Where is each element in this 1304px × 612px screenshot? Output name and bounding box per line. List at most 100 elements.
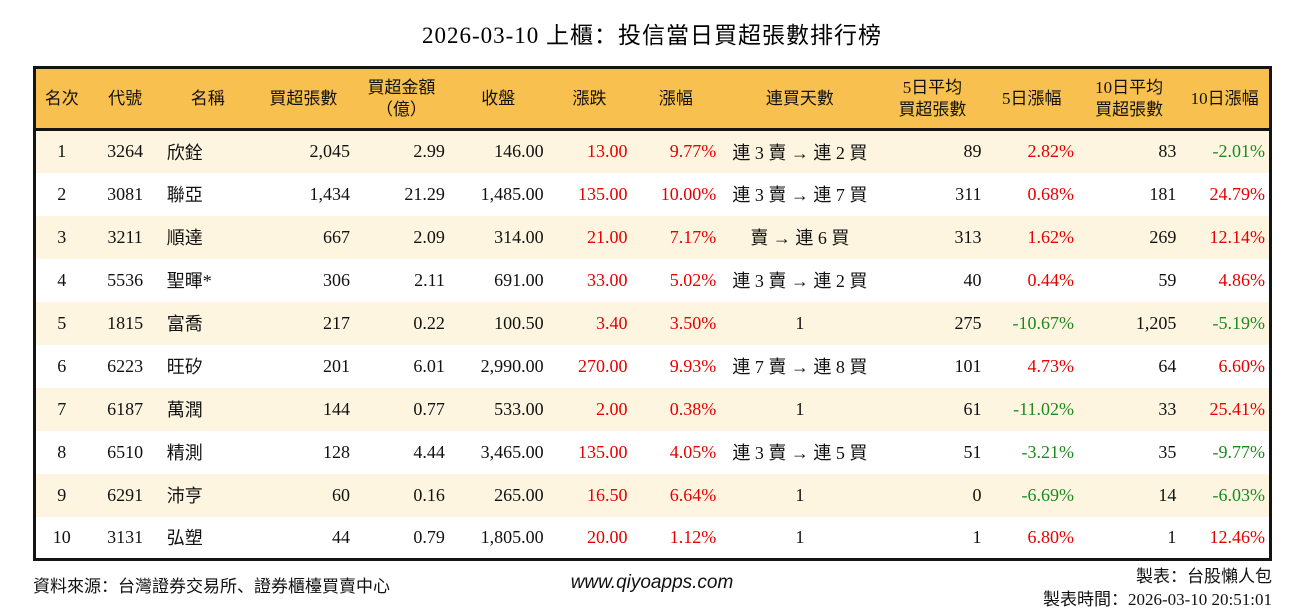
cell-pct10: 24.79% — [1209, 183, 1266, 204]
ranking-table-container: 名次 代號 名稱 買超張數 買超金額 （億） 收盤 漲跌 漲幅 連買天數 5日平均 買超張數 5日漲… — [33, 66, 1272, 561]
cell-change: 3.40 — [595, 312, 628, 333]
cell-code: 6223 — [107, 355, 144, 376]
cell-pct5: -6.69% — [1021, 484, 1074, 505]
cell-name: 富喬 — [166, 314, 203, 334]
col-header-amount: 買超金額 （億） — [353, 67, 449, 131]
cell-code: 6291 — [107, 484, 144, 505]
cell-avg10: 181 — [1149, 183, 1177, 204]
cell-avg5: 1 — [972, 526, 982, 547]
table-row: 7 6187 萬潤 144 0.77 533.00 2.00 0.38% 1 61 -11.02% 3… — [34, 387, 1271, 431]
cell-change: 270.00 — [577, 355, 628, 376]
ranking-table: 名次 代號 名稱 買超張數 買超金額 （億） 收盤 漲跌 漲幅 連買天數 5日平均 買超張數 5日漲… — [33, 66, 1272, 561]
cell-avg5: 311 — [955, 183, 982, 204]
cell-pct10: 4.86% — [1218, 269, 1266, 290]
table-header: 名次 代號 名稱 買超張數 買超金額 （億） 收盤 漲跌 漲幅 連買天數 5日平均 買超張數 5日漲… — [34, 67, 1271, 131]
col-header-change_pct: 漲幅 — [631, 67, 721, 131]
made-time-label: 製表時間：2026-03-10 20:51:01 — [1042, 589, 1272, 609]
cell-code: 5536 — [107, 269, 144, 290]
cell-pct10: 6.60% — [1218, 355, 1266, 376]
cell-change_pct: 9.77% — [669, 141, 717, 162]
cell-streak: 連 3 賣 → 連 2 買 — [732, 142, 868, 163]
cell-change_pct: 3.50% — [669, 312, 717, 333]
cell-close: 533.00 — [494, 398, 544, 419]
col-header-name: 名稱 — [162, 67, 253, 131]
cell-streak: 賣 → 連 6 買 — [750, 228, 850, 248]
col-header-avg10: 10日平均 買超張數 — [1077, 67, 1181, 131]
cell-rank: 3 — [57, 226, 67, 247]
cell-name: 順達 — [166, 228, 203, 248]
cell-avg5: 313 — [954, 226, 982, 247]
cell-amount: 4.44 — [413, 441, 445, 462]
cell-rank: 10 — [52, 526, 71, 547]
col-header-pct10: 10日漲幅 — [1180, 67, 1271, 131]
cell-pct5: 2.82% — [1027, 141, 1074, 162]
page-title: 2026-03-10 上櫃：投信當日買超張數排行榜 — [421, 23, 883, 48]
cell-name: 聯亞 — [166, 185, 203, 205]
cell-close: 265.00 — [494, 484, 544, 505]
cell-avg5: 101 — [954, 355, 982, 376]
cell-name: 旺矽 — [166, 357, 203, 377]
credit-block: 製表：台股懶人包 製表時間：2026-03-10 20:51:01 — [1043, 566, 1272, 612]
cell-code: 6187 — [107, 398, 144, 419]
cell-close: 691.00 — [494, 269, 544, 290]
table-row: 10 3131 弘塑 44 0.79 1,805.00 20.00 1.12% 1 1 6.80% 1… — [34, 516, 1271, 560]
cell-close: 314.00 — [494, 226, 544, 247]
cell-net_buy: 44 — [331, 526, 350, 547]
cell-rank: 5 — [57, 312, 67, 333]
cell-pct10: 12.14% — [1209, 226, 1266, 247]
cell-pct5: 0.44% — [1027, 269, 1074, 290]
cell-avg10: 14 — [1158, 484, 1177, 505]
cell-amount: 21.29 — [404, 183, 445, 204]
cell-streak: 1 — [795, 526, 805, 547]
cell-net_buy: 667 — [322, 226, 350, 247]
cell-rank: 8 — [57, 441, 67, 462]
cell-pct5: 6.80% — [1027, 526, 1074, 547]
cell-change: 20.00 — [586, 526, 628, 547]
table-row: 4 5536 聖暉* 306 2.11 691.00 33.00 5.02% 連 3 賣 → 連… — [34, 258, 1271, 302]
cell-change_pct: 10.00% — [660, 183, 717, 204]
cell-change: 13.00 — [586, 141, 628, 162]
cell-net_buy: 217 — [322, 312, 350, 333]
cell-pct5: -3.21% — [1021, 441, 1074, 462]
cell-close: 100.50 — [494, 312, 544, 333]
cell-rank: 6 — [57, 355, 67, 376]
cell-name: 精測 — [166, 443, 203, 463]
cell-pct5: 1.62% — [1027, 226, 1074, 247]
cell-avg10: 59 — [1158, 269, 1177, 290]
cell-avg10: 269 — [1149, 226, 1177, 247]
cell-close: 3,465.00 — [480, 441, 544, 462]
cell-net_buy: 201 — [322, 355, 350, 376]
table-row: 9 6291 沛亨 60 0.16 265.00 16.50 6.64% 1 0 -6.69% 14 -… — [34, 473, 1271, 517]
cell-avg5: 0 — [972, 484, 982, 505]
table-row: 5 1815 富喬 217 0.22 100.50 3.40 3.50% 1 275 -10.67%… — [34, 301, 1271, 345]
cell-amount: 6.01 — [413, 355, 445, 376]
cell-code: 6510 — [107, 441, 144, 462]
data-source-note: 資料來源：台灣證券交易所、證券櫃檯買賣中心 — [33, 577, 390, 596]
table-row: 2 3081 聯亞 1,434 21.29 1,485.00 135.00 10.00% 連 3… — [34, 172, 1271, 216]
cell-close: 146.00 — [494, 141, 544, 162]
cell-streak: 1 — [795, 398, 805, 419]
col-header-net_buy: 買超張數 — [252, 67, 354, 131]
cell-pct5: -10.67% — [1012, 312, 1074, 333]
cell-rank: 7 — [57, 398, 67, 419]
cell-name: 聖暉* — [166, 271, 212, 291]
cell-rank: 4 — [57, 269, 67, 290]
cell-avg5: 275 — [954, 312, 982, 333]
cell-net_buy: 144 — [322, 398, 350, 419]
cell-name: 弘塑 — [166, 528, 203, 549]
cell-avg10: 64 — [1158, 355, 1177, 376]
cell-pct10: -6.03% — [1212, 484, 1266, 505]
cell-change: 16.50 — [586, 484, 628, 505]
cell-avg10: 1 — [1167, 526, 1177, 547]
cell-change: 135.00 — [577, 441, 628, 462]
cell-rank: 2 — [57, 183, 67, 204]
cell-avg5: 89 — [963, 141, 982, 162]
cell-avg5: 61 — [963, 398, 982, 419]
cell-pct5: 4.73% — [1027, 355, 1074, 376]
col-header-rank: 名次 — [34, 67, 88, 131]
cell-change_pct: 4.05% — [669, 441, 717, 462]
cell-avg10: 1,205 — [1135, 312, 1177, 333]
cell-pct10: -2.01% — [1212, 141, 1266, 162]
col-header-avg5: 5日平均 買超張數 — [879, 67, 986, 131]
cell-amount: 0.22 — [413, 312, 445, 333]
